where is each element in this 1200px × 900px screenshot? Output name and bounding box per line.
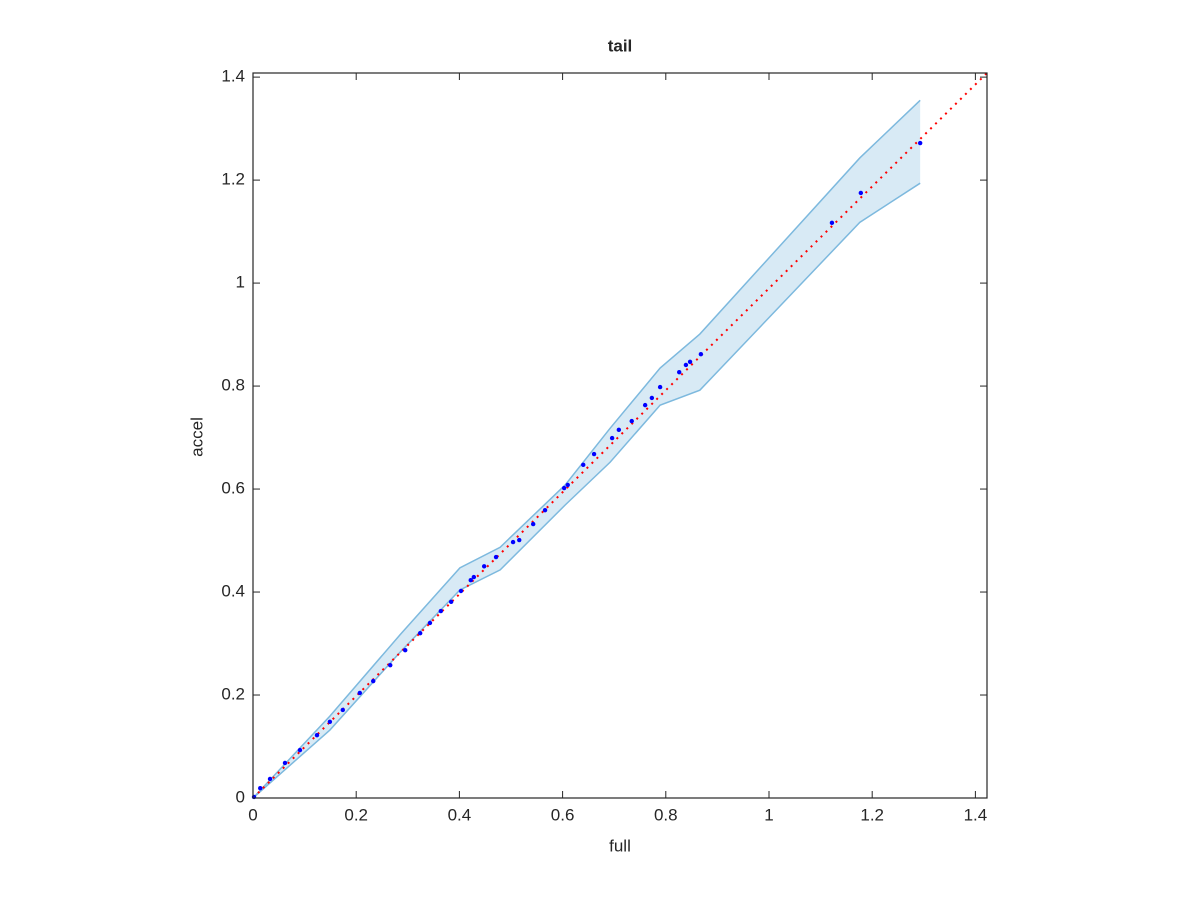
data-point (371, 678, 376, 684)
data-point (917, 140, 923, 146)
data-point (609, 435, 615, 441)
x-tick-label: 0.8 (654, 805, 678, 824)
x-tick-label: 0.4 (448, 805, 472, 824)
data-point (388, 662, 393, 668)
data-point (448, 599, 454, 605)
data-point (629, 418, 634, 424)
data-point (858, 190, 864, 196)
data-point (591, 451, 597, 457)
data-point (542, 507, 548, 513)
data-point (510, 539, 516, 545)
data-point (642, 402, 648, 408)
x-tick-label: 1 (764, 805, 773, 824)
data-point (657, 384, 663, 390)
data-point (340, 707, 345, 713)
x-tick-label: 1.4 (964, 805, 988, 824)
y-tick-label: 0.4 (221, 582, 245, 601)
y-axis-label: accel (187, 417, 206, 457)
y-tick-label: 0.8 (221, 376, 245, 395)
data-point (616, 427, 622, 433)
data-point (698, 351, 704, 357)
x-tick-label: 0 (248, 805, 257, 824)
data-point (829, 220, 835, 226)
y-tick-label: 0.2 (221, 685, 245, 704)
data-point (677, 369, 682, 375)
data-point (267, 776, 273, 782)
confidence-band (253, 100, 921, 799)
data-point (468, 577, 473, 583)
data-point (314, 732, 320, 738)
chart-title: tail (608, 36, 633, 55)
data-point (258, 786, 263, 791)
x-tick-label: 0.6 (551, 805, 575, 824)
data-point (493, 554, 499, 560)
data-point (649, 395, 655, 401)
y-tick-label: 0 (236, 787, 245, 806)
data-point (561, 485, 567, 491)
axes-box (252, 72, 988, 799)
data-point (427, 620, 433, 626)
band-lower (252, 182, 921, 799)
x-tick-label: 1.2 (860, 805, 884, 824)
data-point (581, 462, 586, 468)
data-point (403, 648, 408, 653)
data-point (458, 588, 464, 594)
x-tick-label: 0.2 (344, 805, 368, 824)
data-point (357, 690, 363, 696)
data-point (297, 747, 303, 753)
data-point (417, 631, 423, 636)
data-point (565, 482, 570, 488)
data-point (471, 574, 477, 580)
y-tick-label: 0.6 (221, 479, 245, 498)
y-tick-label: 1.2 (221, 170, 245, 189)
data-point (481, 564, 487, 569)
data-point (327, 719, 333, 724)
y-tick-label: 1 (236, 273, 245, 292)
band-upper (252, 99, 921, 799)
x-axis-label: full (609, 836, 631, 855)
data-point (683, 362, 689, 368)
data-point (438, 608, 444, 614)
data-point (282, 760, 288, 766)
data-point (517, 537, 522, 543)
y-tick-label: 1.4 (221, 67, 245, 86)
data-point (687, 359, 693, 365)
data-point (530, 521, 536, 527)
